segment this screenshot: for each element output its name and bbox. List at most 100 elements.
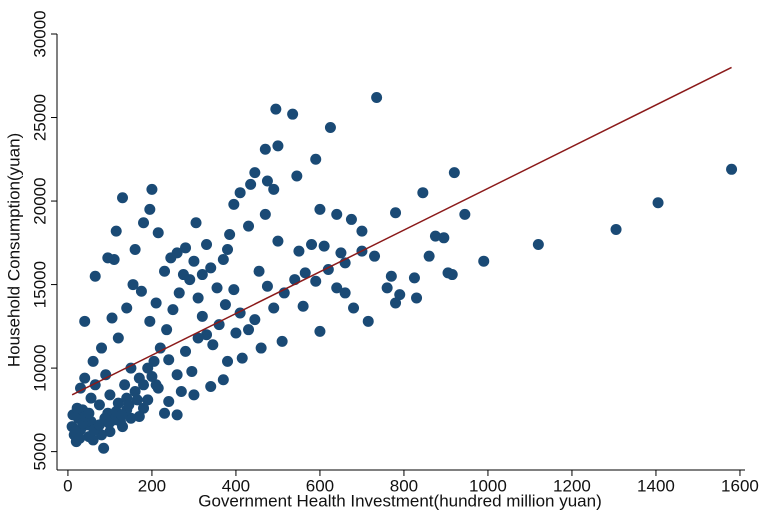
point: [201, 329, 213, 341]
point: [224, 228, 236, 240]
point: [83, 407, 95, 419]
point: [438, 232, 450, 244]
point: [345, 213, 357, 225]
point: [121, 302, 133, 314]
point: [85, 392, 97, 404]
point: [125, 362, 137, 374]
point: [335, 247, 347, 259]
point: [297, 300, 309, 312]
point: [385, 270, 397, 282]
point: [184, 274, 196, 286]
point: [175, 385, 187, 397]
point: [610, 223, 622, 235]
x-tick-label: 0: [63, 476, 72, 495]
point: [253, 265, 265, 277]
x-tick-label: 1200: [553, 476, 591, 495]
point: [314, 325, 326, 337]
point: [268, 183, 280, 195]
point: [161, 324, 173, 336]
point: [129, 243, 141, 255]
point: [138, 402, 150, 414]
point: [261, 175, 273, 187]
point: [71, 402, 83, 414]
x-tick-label: 600: [306, 476, 334, 495]
point: [217, 374, 229, 386]
point: [324, 122, 336, 134]
point: [190, 217, 202, 229]
x-tick-label: 1000: [469, 476, 507, 495]
point: [331, 282, 343, 294]
point: [259, 208, 271, 220]
point: [79, 315, 91, 327]
point: [652, 197, 664, 209]
point: [205, 262, 217, 274]
point: [144, 315, 156, 327]
x-tick-label: 400: [222, 476, 250, 495]
x-tick-label: 200: [138, 476, 166, 495]
point: [339, 287, 351, 299]
point: [119, 379, 131, 391]
y-tick-label: 15000: [30, 261, 49, 308]
y-tick-label: 30000: [30, 10, 49, 57]
x-axis-label: Government Health Investment(hundred mil…: [198, 491, 601, 510]
point: [293, 245, 305, 257]
point: [150, 379, 162, 391]
point: [249, 314, 261, 326]
point: [211, 282, 223, 294]
point: [167, 304, 179, 316]
point: [201, 238, 213, 250]
point: [259, 143, 271, 155]
point: [93, 399, 105, 411]
point: [108, 254, 120, 266]
point: [96, 342, 108, 354]
point: [423, 250, 435, 262]
point: [272, 140, 284, 152]
point: [459, 208, 471, 220]
point: [228, 198, 240, 210]
point: [154, 342, 166, 354]
point: [129, 385, 141, 397]
point: [369, 250, 381, 262]
point: [165, 252, 177, 264]
point: [192, 292, 204, 304]
point: [390, 297, 402, 309]
point: [196, 310, 208, 322]
x-tick-label: 1400: [637, 476, 675, 495]
point: [408, 272, 420, 284]
point: [196, 269, 208, 281]
point: [135, 285, 147, 297]
point: [362, 315, 374, 327]
point: [171, 369, 183, 381]
point: [230, 327, 242, 339]
y-tick-label: 10000: [30, 344, 49, 391]
point: [228, 284, 240, 296]
point: [138, 217, 150, 229]
point: [150, 297, 162, 309]
point: [89, 270, 101, 282]
point: [152, 227, 164, 239]
point: [243, 220, 255, 232]
x-tick-label: 1600: [721, 476, 759, 495]
y-axis-label: Household Consumption(yuan): [4, 133, 23, 367]
point: [103, 417, 115, 429]
point: [276, 335, 288, 347]
point: [261, 280, 273, 292]
point: [255, 342, 267, 354]
point: [87, 355, 99, 367]
point: [348, 302, 360, 314]
point: [331, 208, 343, 220]
y-tick-label: 25000: [30, 94, 49, 141]
point: [448, 167, 460, 179]
point: [219, 299, 231, 311]
point: [138, 379, 150, 391]
point: [127, 279, 139, 291]
point: [356, 225, 368, 237]
point: [159, 407, 171, 419]
point: [180, 242, 192, 254]
point: [390, 207, 402, 219]
y-tick-label: 5000: [30, 433, 49, 471]
point: [446, 269, 458, 281]
point: [268, 302, 280, 314]
point: [104, 426, 116, 438]
point: [144, 203, 156, 215]
